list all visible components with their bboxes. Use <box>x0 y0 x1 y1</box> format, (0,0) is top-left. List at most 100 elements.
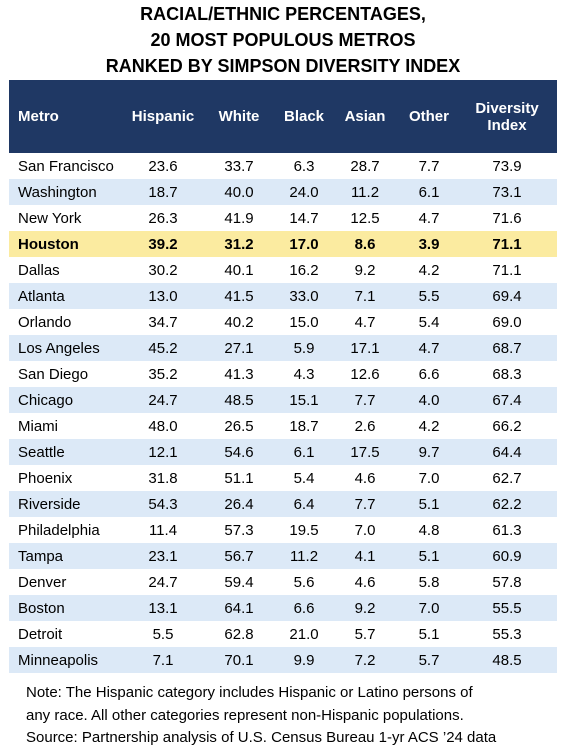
cell-hispanic: 23.1 <box>127 543 199 569</box>
cell-white: 51.1 <box>199 465 279 491</box>
cell-white: 26.5 <box>199 413 279 439</box>
cell-metro: Minneapolis <box>9 647 127 673</box>
table-row: Los Angeles 45.2 27.1 5.9 17.1 4.7 68.7 <box>9 335 557 361</box>
cell-white: 27.1 <box>199 335 279 361</box>
cell-black: 6.3 <box>279 153 329 179</box>
cell-black: 18.7 <box>279 413 329 439</box>
cell-white: 33.7 <box>199 153 279 179</box>
cell-other: 7.0 <box>401 595 457 621</box>
cell-asian: 4.1 <box>329 543 401 569</box>
title-line-1: RACIAL/ETHNIC PERCENTAGES, <box>140 4 426 24</box>
cell-asian: 7.7 <box>329 387 401 413</box>
cell-other: 5.7 <box>401 647 457 673</box>
cell-index: 73.1 <box>457 179 557 205</box>
cell-white: 48.5 <box>199 387 279 413</box>
cell-hispanic: 24.7 <box>127 387 199 413</box>
cell-white: 31.2 <box>199 231 279 257</box>
header-diversity-line-2: Index <box>487 116 527 134</box>
cell-white: 54.6 <box>199 439 279 465</box>
cell-black: 5.6 <box>279 569 329 595</box>
table-row: Denver 24.7 59.4 5.6 4.6 5.8 57.8 <box>9 569 557 595</box>
table-row: Tampa 23.1 56.7 11.2 4.1 5.1 60.9 <box>9 543 557 569</box>
cell-index: 66.2 <box>457 413 557 439</box>
cell-other: 4.2 <box>401 257 457 283</box>
cell-index: 62.7 <box>457 465 557 491</box>
cell-asian: 17.5 <box>329 439 401 465</box>
cell-white: 41.3 <box>199 361 279 387</box>
cell-other: 5.4 <box>401 309 457 335</box>
cell-asian: 11.2 <box>329 179 401 205</box>
cell-index: 60.9 <box>457 543 557 569</box>
cell-metro: Washington <box>9 179 127 205</box>
cell-other: 4.0 <box>401 387 457 413</box>
header-black: Black <box>279 80 329 153</box>
title-line-3: RANKED BY SIMPSON DIVERSITY INDEX <box>105 56 461 76</box>
cell-hispanic: 45.2 <box>127 335 199 361</box>
cell-other: 4.2 <box>401 413 457 439</box>
cell-index: 71.1 <box>457 257 557 283</box>
cell-other: 4.7 <box>401 205 457 231</box>
cell-index: 69.4 <box>457 283 557 309</box>
cell-other: 3.9 <box>401 231 457 257</box>
table-row: Riverside 54.3 26.4 6.4 7.7 5.1 62.2 <box>9 491 557 517</box>
table-row: New York 26.3 41.9 14.7 12.5 4.7 71.6 <box>9 205 557 231</box>
cell-asian: 5.7 <box>329 621 401 647</box>
cell-hispanic: 39.2 <box>127 231 199 257</box>
table-row: Dallas 30.2 40.1 16.2 9.2 4.2 71.1 <box>9 257 557 283</box>
cell-metro: Chicago <box>9 387 127 413</box>
cell-metro: Tampa <box>9 543 127 569</box>
cell-hispanic: 7.1 <box>127 647 199 673</box>
cell-metro: Los Angeles <box>9 335 127 361</box>
table-row: Washington 18.7 40.0 24.0 11.2 6.1 73.1 <box>9 179 557 205</box>
cell-index: 68.3 <box>457 361 557 387</box>
cell-index: 61.3 <box>457 517 557 543</box>
cell-metro: Detroit <box>9 621 127 647</box>
cell-black: 5.9 <box>279 335 329 361</box>
cell-hispanic: 24.7 <box>127 569 199 595</box>
table-row-highlighted: Houston 39.2 31.2 17.0 8.6 3.9 71.1 <box>9 231 557 257</box>
cell-hispanic: 5.5 <box>127 621 199 647</box>
table-row: Miami 48.0 26.5 18.7 2.6 4.2 66.2 <box>9 413 557 439</box>
cell-index: 48.5 <box>457 647 557 673</box>
cell-metro: Denver <box>9 569 127 595</box>
cell-asian: 4.7 <box>329 309 401 335</box>
cell-other: 5.1 <box>401 621 457 647</box>
cell-other: 5.1 <box>401 543 457 569</box>
cell-metro: Dallas <box>9 257 127 283</box>
diversity-table: Metro Hispanic White Black Asian Other D… <box>9 80 557 673</box>
cell-hispanic: 11.4 <box>127 517 199 543</box>
cell-hispanic: 26.3 <box>127 205 199 231</box>
table-row: San Francisco 23.6 33.7 6.3 28.7 7.7 73.9 <box>9 153 557 179</box>
cell-white: 41.9 <box>199 205 279 231</box>
footer-notes: Note: The Hispanic category includes His… <box>26 682 566 750</box>
cell-hispanic: 31.8 <box>127 465 199 491</box>
cell-black: 19.5 <box>279 517 329 543</box>
cell-white: 57.3 <box>199 517 279 543</box>
cell-asian: 12.5 <box>329 205 401 231</box>
cell-metro: San Francisco <box>9 153 127 179</box>
table-row: Philadelphia 11.4 57.3 19.5 7.0 4.8 61.3 <box>9 517 557 543</box>
table-row: Seattle 12.1 54.6 6.1 17.5 9.7 64.4 <box>9 439 557 465</box>
cell-white: 40.1 <box>199 257 279 283</box>
note-line-2: any race. All other categories represent… <box>26 706 464 724</box>
cell-other: 4.8 <box>401 517 457 543</box>
cell-index: 55.5 <box>457 595 557 621</box>
title-line-2: 20 MOST POPULOUS METROS <box>150 30 416 50</box>
cell-metro: Riverside <box>9 491 127 517</box>
cell-black: 9.9 <box>279 647 329 673</box>
cell-asian: 4.6 <box>329 569 401 595</box>
cell-black: 11.2 <box>279 543 329 569</box>
cell-other: 5.8 <box>401 569 457 595</box>
cell-black: 15.1 <box>279 387 329 413</box>
source-line: Source: Partnership analysis of U.S. Cen… <box>26 729 497 746</box>
cell-white: 40.2 <box>199 309 279 335</box>
cell-white: 62.8 <box>199 621 279 647</box>
cell-index: 67.4 <box>457 387 557 413</box>
cell-asian: 8.6 <box>329 231 401 257</box>
cell-asian: 28.7 <box>329 153 401 179</box>
cell-black: 21.0 <box>279 621 329 647</box>
cell-hispanic: 13.1 <box>127 595 199 621</box>
cell-asian: 2.6 <box>329 413 401 439</box>
cell-other: 6.1 <box>401 179 457 205</box>
cell-white: 70.1 <box>199 647 279 673</box>
